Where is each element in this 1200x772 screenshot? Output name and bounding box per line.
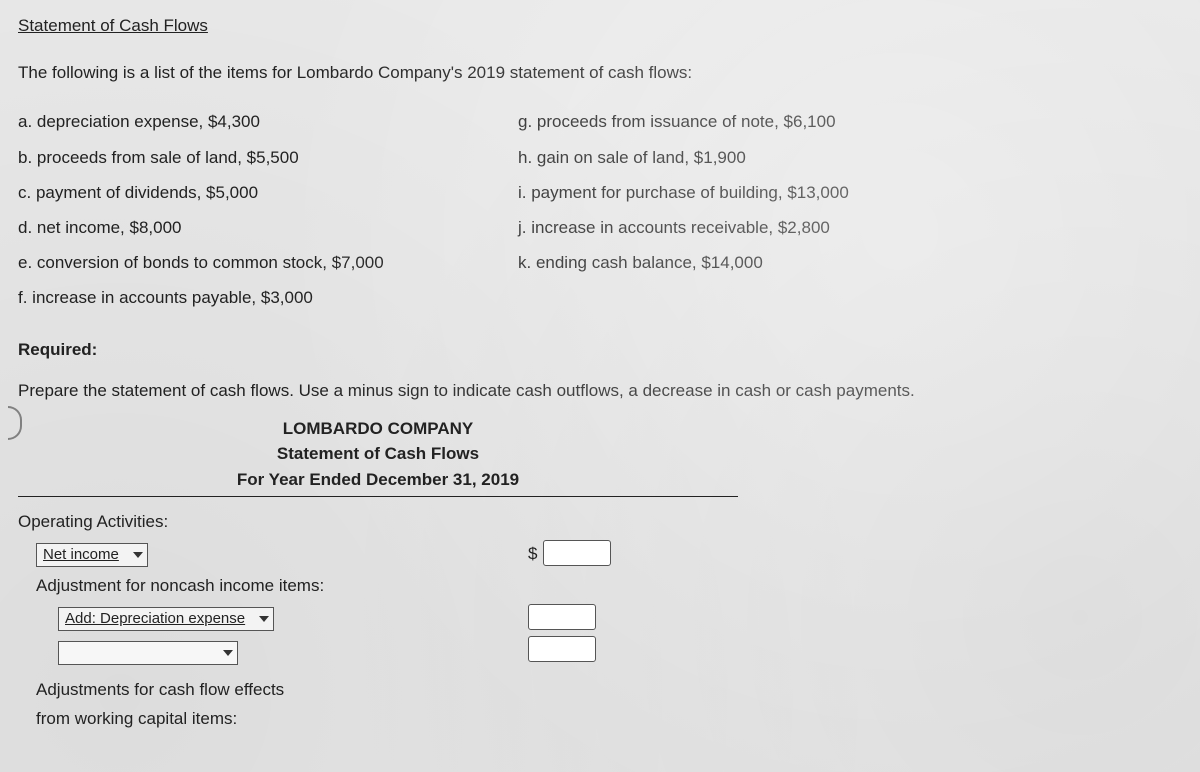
- blank-input[interactable]: [528, 636, 596, 662]
- stmt-period: For Year Ended December 31, 2019: [18, 467, 738, 493]
- stmt-company: LOMBARDO COMPANY: [18, 416, 738, 442]
- item-g: g. proceeds from issuance of note, $6,10…: [518, 108, 1182, 135]
- net-income-dropdown-label: Net income: [43, 543, 119, 567]
- blank-dropdown[interactable]: [58, 641, 238, 665]
- item-a: a. depreciation expense, $4,300: [18, 108, 498, 135]
- item-j: j. increase in accounts receivable, $2,8…: [518, 214, 1182, 241]
- adjust-wc-label-2: from working capital items:: [18, 705, 528, 732]
- intro-text: The following is a list of the items for…: [18, 59, 1182, 86]
- item-f: f. increase in accounts payable, $3,000: [18, 284, 498, 311]
- depreciation-dropdown[interactable]: Add: Depreciation expense: [58, 607, 274, 631]
- item-e: e. conversion of bonds to common stock, …: [18, 249, 498, 276]
- required-text: Prepare the statement of cash flows. Use…: [18, 377, 1182, 404]
- operating-label: Operating Activities:: [18, 508, 528, 535]
- stmt-divider: [18, 496, 738, 497]
- dollar-sign: $: [528, 540, 537, 567]
- depreciation-input[interactable]: [528, 604, 596, 630]
- item-b: b. proceeds from sale of land, $5,500: [18, 144, 498, 171]
- stmt-title: Statement of Cash Flows: [18, 441, 738, 467]
- required-heading: Required:: [18, 336, 1182, 363]
- net-income-dropdown[interactable]: Net income: [36, 543, 148, 567]
- chevron-down-icon: [223, 650, 233, 656]
- statement-block: LOMBARDO COMPANY Statement of Cash Flows…: [18, 416, 738, 733]
- adjust-noncash-label: Adjustment for noncash income items:: [18, 572, 528, 599]
- item-d: d. net income, $8,000: [18, 214, 498, 241]
- page-title: Statement of Cash Flows: [18, 12, 1182, 39]
- item-i: i. payment for purchase of building, $13…: [518, 179, 1182, 206]
- item-c: c. payment of dividends, $5,000: [18, 179, 498, 206]
- net-income-input[interactable]: [543, 540, 611, 566]
- chevron-down-icon: [259, 616, 269, 622]
- item-blank: [518, 284, 1182, 311]
- depreciation-dropdown-label: Add: Depreciation expense: [65, 607, 245, 631]
- adjust-wc-label-1: Adjustments for cash flow effects: [18, 676, 528, 703]
- chevron-down-icon: [133, 552, 143, 558]
- item-k: k. ending cash balance, $14,000: [518, 249, 1182, 276]
- item-h: h. gain on sale of land, $1,900: [518, 144, 1182, 171]
- items-grid: a. depreciation expense, $4,300 g. proce…: [18, 108, 1182, 311]
